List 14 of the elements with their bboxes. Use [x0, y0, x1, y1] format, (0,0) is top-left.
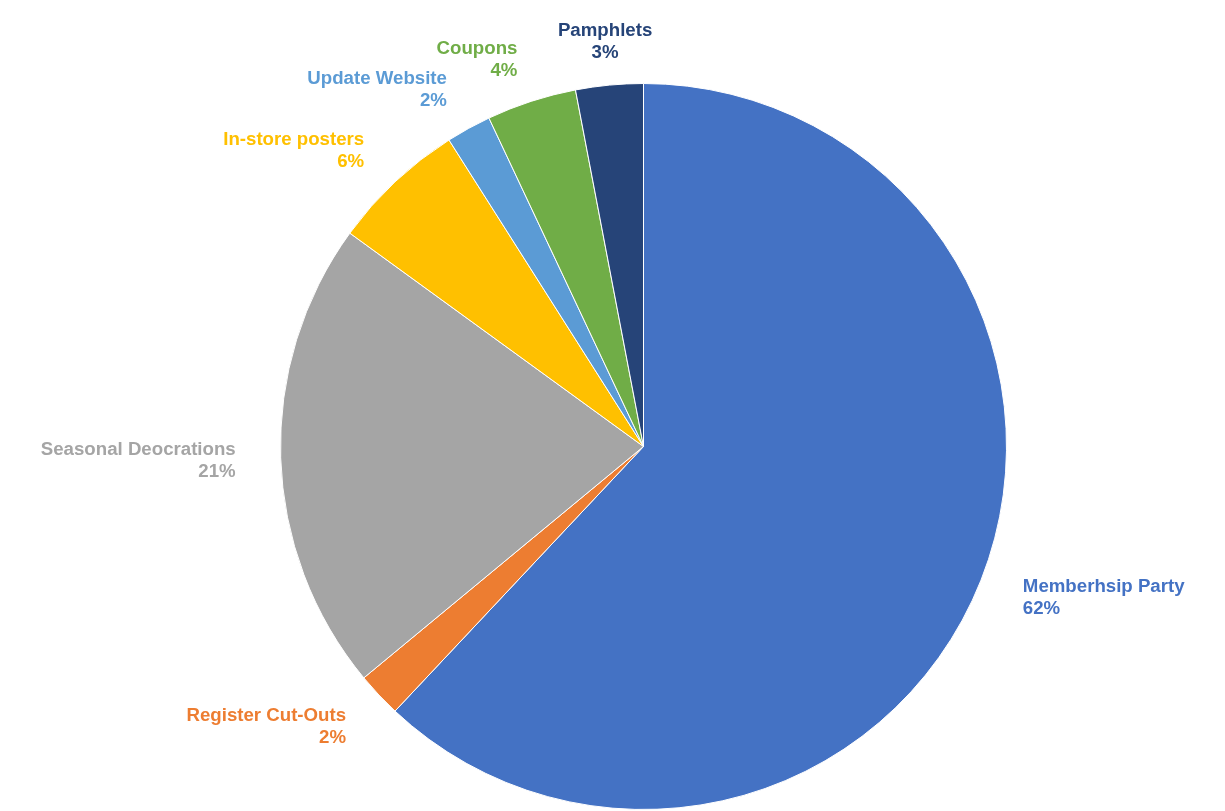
slice-label: In-store posters — [223, 127, 365, 149]
slice-label: Seasonal Deocrations — [40, 437, 236, 459]
slice-label: Pamphlets — [557, 18, 653, 40]
slice-label: Update Website — [307, 67, 447, 89]
data-label: 3% — [591, 40, 619, 62]
data-label: 2% — [319, 726, 347, 748]
slice-label: Coupons — [436, 36, 518, 58]
data-label: 62% — [1022, 597, 1061, 619]
data-label: 6% — [337, 149, 365, 171]
data-label: 21% — [198, 459, 237, 481]
data-label: 2% — [419, 89, 448, 111]
slice-label: Register Cut-Outs — [186, 704, 347, 726]
slice-label: Memberhsip Party — [1022, 575, 1186, 597]
data-label: 4% — [490, 58, 518, 80]
